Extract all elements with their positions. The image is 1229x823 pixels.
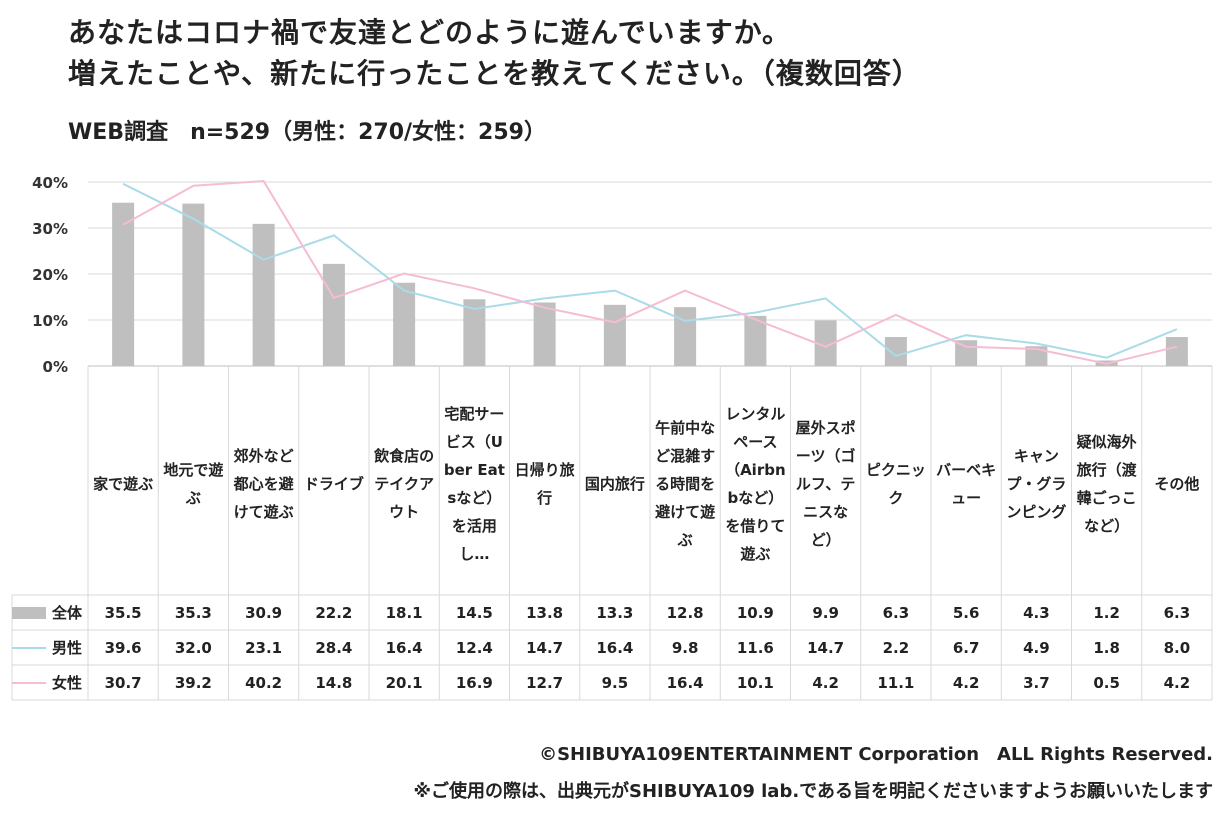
table-cell: 12.4: [455, 638, 493, 657]
bar: [322, 263, 345, 366]
series-line: [122, 180, 1178, 365]
table-cell: 9.5: [601, 673, 629, 692]
bar: [884, 337, 907, 366]
table-cell: 11.1: [877, 673, 915, 692]
legend-entry: 女性: [12, 665, 88, 700]
table-cell: 9.8: [671, 638, 699, 657]
usage-note: ※ご使用の際は、出典元がSHIBUYA109 lab.である旨を明記くださいます…: [413, 781, 1214, 802]
legend-bar-key: [12, 606, 46, 619]
category-label: 地元で遊ぶ: [163, 460, 224, 507]
survey-subtitle: WEB調査 n=529（男性：270/女性：259）: [68, 120, 546, 145]
table-cell: 3.7: [1023, 673, 1050, 692]
legend-line-key: [12, 681, 46, 684]
table-cell: 16.9: [455, 673, 493, 692]
bar: [182, 203, 205, 366]
table-cell: 8.0: [1163, 638, 1191, 657]
table-cell: 39.6: [104, 638, 142, 657]
table-cell: 14.5: [455, 603, 493, 622]
table-cell: 10.1: [736, 673, 774, 692]
legend-entry: 男性: [12, 630, 88, 665]
bar: [533, 302, 556, 366]
bar: [252, 223, 275, 366]
table-cell: 16.4: [666, 673, 704, 692]
bar: [674, 307, 697, 366]
table-cell: 14.7: [807, 638, 845, 657]
category-label: ピクニック: [865, 460, 926, 507]
y-tick-label: 20%: [32, 266, 68, 284]
category-label: ドライブ: [303, 474, 364, 493]
category-label: その他: [1154, 474, 1200, 493]
table-cell: 35.3: [174, 603, 212, 622]
bar: [814, 320, 837, 366]
category-label: 飲食店のテイクアウト: [374, 446, 435, 521]
legend-label: 男性: [52, 639, 83, 657]
copyright-text: ©SHIBUYA109ENTERTAINMENT Corporation ALL…: [539, 744, 1213, 765]
table-cell: 9.9: [812, 603, 839, 622]
table-cell: 32.0: [174, 638, 212, 657]
table-cell: 6.3: [882, 603, 910, 622]
table-cell: 1.2: [1093, 603, 1120, 622]
legend-label: 女性: [52, 674, 83, 692]
table-cell: 0.5: [1093, 673, 1120, 692]
category-label: 疑似海外旅行（渡韓ごっこなど）: [1076, 432, 1137, 535]
category-label: 日帰り旅行: [514, 460, 575, 507]
table-cell: 10.9: [736, 603, 774, 622]
table-cell: 30.9: [245, 603, 283, 622]
table-cell: 6.7: [952, 638, 980, 657]
y-tick-label: 10%: [32, 312, 68, 330]
category-label: レンタルペース（Airbnbなど）を借りて遊ぶ: [725, 404, 786, 563]
table-cell: 23.1: [245, 638, 283, 657]
legend-line-key: [12, 646, 46, 649]
table-cell: 13.3: [596, 603, 634, 622]
category-label: 午前中など混雑する時間を避けて遊ぶ: [655, 418, 716, 549]
table-cell: 28.4: [315, 638, 353, 657]
table-cell: 11.6: [736, 638, 774, 657]
table-cell: 35.5: [104, 603, 142, 622]
table-cell: 16.4: [385, 638, 423, 657]
category-label: 国内旅行: [584, 474, 645, 493]
table-cell: 20.1: [385, 673, 423, 692]
bar: [744, 315, 767, 366]
legend-label: 全体: [52, 604, 83, 622]
table-cell: 4.2: [812, 673, 839, 692]
table-cell: 2.2: [882, 638, 910, 657]
table-cell: 16.4: [596, 638, 634, 657]
table-cell: 4.3: [1023, 603, 1050, 622]
legend-entry: 全体: [12, 595, 88, 630]
table-cell: 18.1: [385, 603, 423, 622]
table-cell: 30.7: [104, 673, 142, 692]
table-cell: 4.2: [1163, 673, 1191, 692]
category-label: 郊外など都心を避けて遊ぶ: [233, 446, 294, 521]
table-cell: 14.7: [526, 638, 564, 657]
bar: [463, 299, 486, 366]
bar: [112, 202, 135, 366]
table-cell: 6.3: [1163, 603, 1191, 622]
category-label: バーベキュー: [936, 460, 997, 507]
table-cell: 12.8: [666, 603, 704, 622]
y-tick-label: 30%: [32, 220, 68, 238]
title-line-2: 増えたことや、新たに行ったことを教えてください。（複数回答）: [68, 57, 921, 90]
category-label: 宅配サービス（Uber Eatsなど）を活用し…: [443, 404, 505, 563]
y-tick-label: 40%: [32, 174, 68, 192]
chart-title: あなたはコロナ禍で友達とどのように遊んでいますか。 増えたことや、新たに行ったこ…: [68, 12, 921, 94]
bar: [603, 304, 626, 366]
bar: [393, 282, 416, 366]
table-cell: 1.8: [1093, 638, 1120, 657]
table-cell: 12.7: [526, 673, 564, 692]
title-line-1: あなたはコロナ禍で友達とどのように遊んでいますか。: [68, 16, 792, 49]
category-label: 屋外スポーツ（ゴルフ、テニスなど）: [795, 418, 856, 549]
table-cell: 4.2: [952, 673, 980, 692]
table-cell: 39.2: [174, 673, 212, 692]
table-cell: 4.9: [1023, 638, 1050, 657]
table-cell: 13.8: [526, 603, 564, 622]
bar: [1165, 337, 1188, 366]
table-cell: 22.2: [315, 603, 353, 622]
category-label: キャンプ・グランピング: [1006, 446, 1067, 521]
table-cell: 5.6: [952, 603, 980, 622]
y-tick-label: 0%: [43, 358, 68, 376]
category-label: 家で遊ぶ: [93, 474, 154, 493]
table-cell: 14.8: [315, 673, 353, 692]
table-cell: 40.2: [245, 673, 283, 692]
